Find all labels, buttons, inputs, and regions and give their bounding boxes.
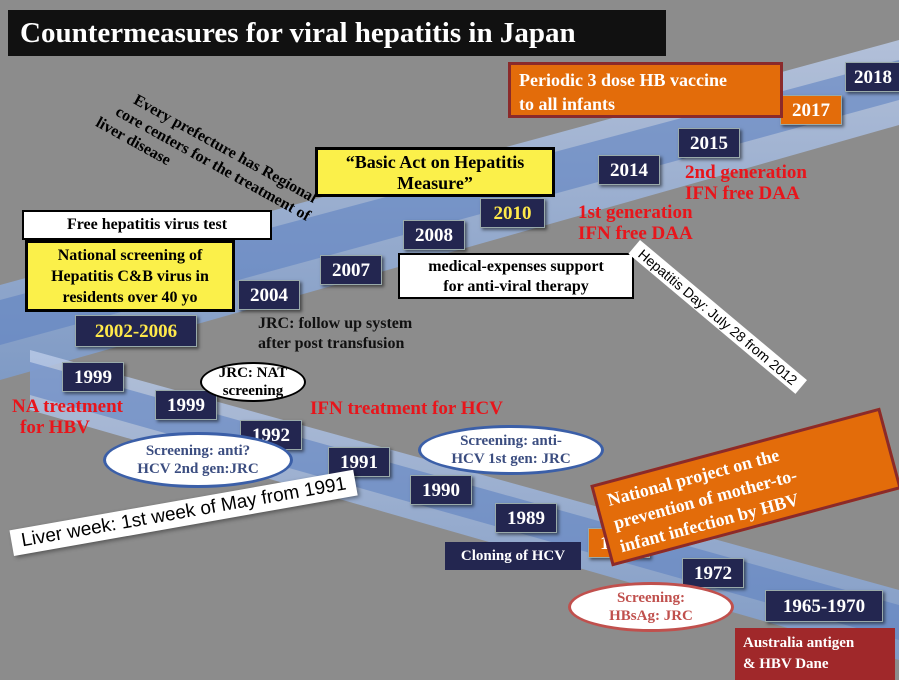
text-line: for HBV [20,417,90,438]
text-line: to all infants [519,94,616,114]
event-text: IFN treatment for HCV [310,398,503,419]
event-box: “Basic Act on Hepatitis Measure” [315,147,555,197]
event-box: Cloning of HCV [445,542,581,570]
event-oval: Screening: HBsAg: JRC [568,582,734,632]
text-line: JRC: follow up system [258,315,413,332]
event-box: National screening of Hepatitis C&B virus… [25,240,235,312]
text-line: “Basic Act on Hepatitis [345,152,525,172]
text-line: for anti-viral therapy [443,278,589,295]
event-box: medical-expenses support for anti-viral t… [398,253,634,299]
text-line: IFN treatment for HCV [310,398,503,419]
text-line: NA treatment [12,396,123,417]
text-line: Screening: [616,590,686,606]
event-text: JRC: follow up system after post transfus… [258,314,412,354]
event-oval: Screening: anti? HCV 2nd gen:JRC [103,432,293,488]
text-line: Hepatitis C&B virus in [51,268,209,285]
event-text: 2nd generation IFN free DAA [685,162,807,204]
text-line: IFN free DAA [578,223,693,244]
year: 2007 [320,255,382,285]
year: 1965-1970 [765,590,883,622]
event-box: Free hepatitis virus test [22,210,272,240]
text-line: Screening: anti- [460,433,562,449]
event-oval: Screening: anti- HCV 1st gen: JRC [418,425,604,475]
year: 2018 [845,62,899,92]
year: 2008 [403,220,465,250]
text-line: National screening of [57,247,203,264]
event-text: NA treatment for HBV [12,396,123,438]
year: 1972 [682,558,744,588]
year: 1990 [410,475,472,505]
title: Countermeasures for viral hepatitis in J… [8,10,666,56]
text-line: Measure” [397,173,473,193]
text-line: IFN free DAA [685,183,800,204]
text-line: HCV 1st gen: JRC [451,451,571,467]
text-line: Cloning of HCV [460,548,566,564]
text-line: Free hepatitis virus test [66,216,228,233]
text-line: & HBV Dane [743,656,829,672]
event-box: Periodic 3 dose HB vaccine to all infants [508,62,783,118]
text-line: medical-expenses support [428,258,604,275]
year: 2015 [678,128,740,158]
event-box: Australia antigen & HBV Dane [735,628,895,680]
text-line: JRC: NAT [218,365,288,381]
text-line: 2nd generation [685,162,807,183]
text-line: 1st generation [578,202,693,223]
text-line: residents over 40 yo [62,289,198,306]
event-oval: JRC: NAT screening [200,362,306,402]
year: 2010 [480,198,545,228]
year: 2017 [780,95,842,125]
event-text: 1st generation IFN free DAA [578,202,693,244]
year: 2014 [598,155,660,185]
year: 1999 [62,362,124,392]
year: 2002-2006 [75,315,197,347]
year: 2004 [238,280,300,310]
text-line: Screening: anti? [145,443,251,459]
year: 1989 [495,503,557,533]
text-line: screening [222,383,284,399]
text-line: Australia antigen [743,635,855,651]
text-line: after post transfusion [258,335,405,352]
text-line: HCV 2nd gen:JRC [137,461,259,477]
text-line: HBsAg: JRC [609,608,693,624]
text-line: Periodic 3 dose HB vaccine [519,70,727,90]
year: 1999 [155,390,217,420]
